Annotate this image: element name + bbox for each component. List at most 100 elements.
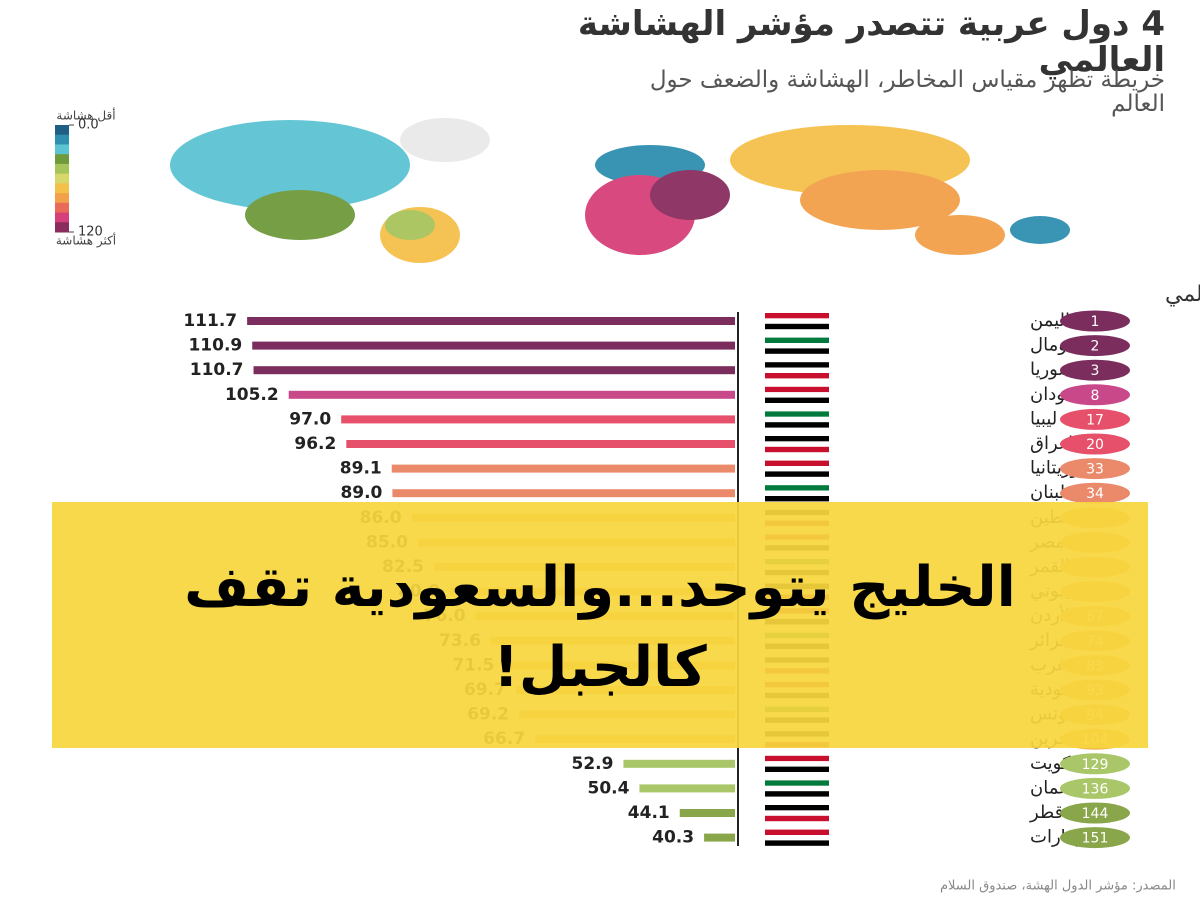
colorbar-swatch — [55, 212, 69, 223]
rank-badge — [1060, 753, 1130, 775]
colorbar-swatch — [55, 222, 69, 233]
flag-stripe — [765, 810, 829, 816]
colorbar-swatch — [55, 173, 69, 184]
value-label: 110.7 — [190, 360, 244, 380]
legend-high-label: أكثر هشاشة — [56, 233, 116, 249]
flag-stripe — [765, 446, 829, 453]
bar — [391, 464, 735, 473]
bar — [392, 489, 735, 498]
bar — [639, 784, 735, 793]
bar — [341, 415, 735, 424]
banner-text: الخليج يتوحد...والسعودية تقف كالجبل! — [52, 548, 1148, 708]
rank-badge — [1060, 359, 1130, 381]
flag-stripe — [765, 386, 829, 393]
rank-badge — [1060, 408, 1130, 430]
flag-stripe — [765, 490, 829, 496]
flag-stripe — [765, 766, 829, 772]
value-label: 96.2 — [294, 434, 336, 454]
rank-label: 151 — [1082, 831, 1109, 847]
flag-stripe — [765, 373, 829, 379]
flag-stripe — [765, 343, 829, 349]
rank-label: 17 — [1086, 412, 1104, 428]
source: المصدر: مؤشر الدول الهشة، صندوق السلام — [940, 879, 1176, 894]
flag-stripe — [765, 496, 829, 502]
flag-stripe — [765, 318, 829, 324]
flag-stripe — [765, 416, 829, 423]
rank-badge — [1060, 777, 1130, 799]
rank-badge — [1060, 384, 1130, 406]
value-label: 40.3 — [652, 828, 694, 848]
flag-stripe — [765, 436, 829, 442]
rank-label: 136 — [1082, 781, 1109, 797]
rank-label: 34 — [1086, 486, 1104, 502]
title: 4 دول عربية تتصدر مؤشر الهشاشة العالمي — [577, 4, 1165, 80]
value-label: 105.2 — [225, 385, 279, 405]
value-label: 97.0 — [289, 409, 331, 429]
rank-label: 3 — [1091, 363, 1100, 379]
flag-stripe — [765, 337, 829, 343]
value-label: 50.4 — [587, 778, 629, 798]
bar — [253, 366, 735, 375]
colorbar-swatch — [55, 134, 69, 145]
colorbar-tick-label: 120 — [78, 225, 103, 240]
rank-label: 20 — [1086, 437, 1104, 453]
value-label: 111.7 — [183, 311, 237, 331]
flag-stripe — [765, 840, 829, 846]
flag-stripe — [765, 422, 829, 428]
rank-badge — [1060, 310, 1130, 332]
colorbar-swatch — [55, 154, 69, 165]
category-label: عمان — [1030, 777, 1070, 798]
bar — [623, 759, 735, 768]
rank-label: 2 — [1091, 339, 1100, 355]
subtitle: خريطة تظهر مقياس المخاطر، الهشاشة والضعف… — [649, 67, 1165, 117]
banner — [52, 502, 1148, 748]
flag-stripe — [765, 392, 829, 398]
flag-stripe — [765, 348, 829, 354]
colorbar-swatch — [55, 144, 69, 155]
value-label: 44.1 — [628, 803, 670, 823]
rank-badge — [1060, 335, 1130, 357]
rank-badge — [1060, 827, 1130, 849]
category-label: ليبيا — [1030, 408, 1057, 429]
flag-stripe — [765, 397, 829, 403]
category-label: اليمن — [1030, 310, 1070, 331]
bar — [288, 390, 735, 399]
flag-stripe — [765, 780, 829, 786]
rank-label: 129 — [1082, 757, 1109, 773]
value-label: 89.0 — [340, 483, 382, 503]
flag-stripe — [765, 755, 829, 762]
rank-badge — [1060, 802, 1130, 824]
bar — [704, 833, 735, 842]
chart-title: ترتيب الدول العربية تحت مؤشر الهشاشة الع… — [1165, 282, 1200, 307]
flag-stripe — [765, 805, 829, 811]
rank-badge — [1060, 482, 1130, 504]
rank-label: 8 — [1091, 388, 1100, 404]
value-label: 52.9 — [571, 754, 613, 774]
legend-low-label: أقل هشاشة — [56, 108, 115, 123]
colorbar-swatch — [55, 193, 69, 204]
bar — [252, 341, 736, 350]
rank-label: 1 — [1091, 314, 1100, 330]
flag-stripe — [765, 815, 829, 822]
flag-stripe — [765, 466, 829, 472]
world-map — [170, 118, 1070, 263]
flag-stripe — [765, 785, 829, 792]
colorbar-tick-label: 0.0 — [78, 118, 99, 133]
colorbar-swatch — [55, 202, 69, 214]
value-label: 110.9 — [188, 336, 242, 356]
rank-label: 33 — [1086, 462, 1104, 478]
flag-stripe — [765, 441, 829, 447]
banner-line: كالجبل! — [493, 635, 707, 700]
colorbar-swatch — [55, 183, 69, 194]
flag-stripe — [765, 460, 829, 466]
flag-stripe — [765, 367, 829, 373]
value-label: 89.1 — [340, 459, 382, 479]
flag-stripe — [765, 485, 829, 491]
rank-badge — [1060, 433, 1130, 455]
rank-badge — [1060, 458, 1130, 480]
flag-stripe — [765, 362, 829, 368]
category-label: قطر — [1029, 802, 1063, 823]
flag-stripe — [765, 829, 829, 835]
flag-stripe — [765, 411, 829, 417]
